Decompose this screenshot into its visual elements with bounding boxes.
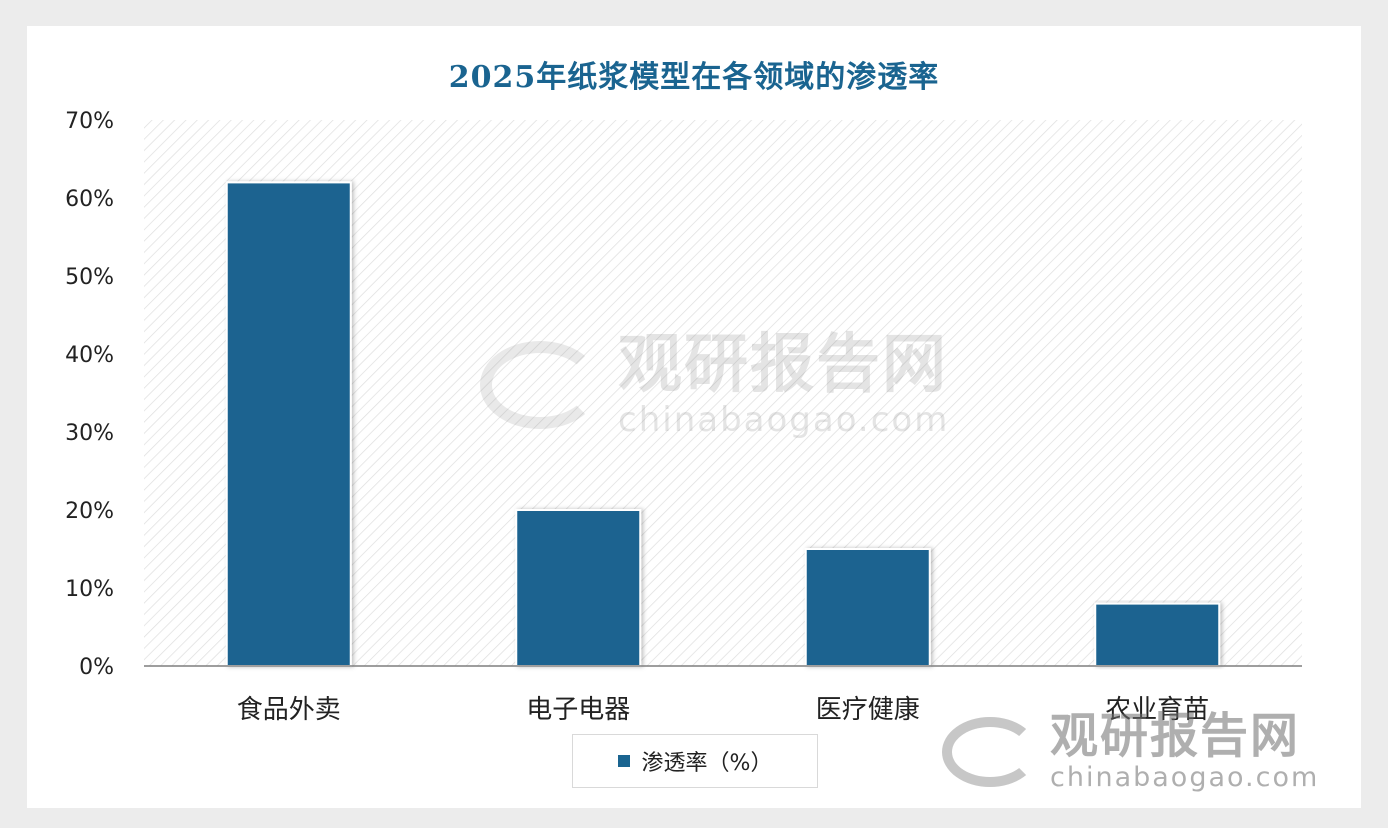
watermark-brand-cn: 观研报告网 bbox=[1050, 708, 1301, 764]
bar bbox=[225, 181, 352, 667]
watermark-brand-en: chinabaogao.com bbox=[618, 400, 950, 440]
bar bbox=[804, 548, 931, 667]
y-tick-label: 20% bbox=[65, 499, 114, 524]
y-tick-label: 50% bbox=[65, 265, 114, 290]
chart-title: 2025年纸浆模型在各领域的渗透率 bbox=[448, 60, 940, 95]
y-tick-label: 0% bbox=[79, 655, 114, 680]
y-tick-label: 10% bbox=[65, 577, 114, 602]
legend-label: 渗透率（%） bbox=[641, 751, 773, 776]
x-tick-label: 农业育苗 bbox=[1105, 695, 1209, 725]
swirl-logo-icon bbox=[942, 717, 1038, 787]
legend-swatch bbox=[617, 755, 630, 767]
center-watermark: 观研报告网 chinabaogao.com bbox=[480, 330, 949, 440]
y-tick-label: 30% bbox=[65, 421, 114, 446]
watermark-brand-cn: 观研报告网 bbox=[618, 328, 948, 402]
bar bbox=[1094, 602, 1221, 667]
chart-legend: 渗透率（%） bbox=[572, 734, 818, 788]
x-tick-label: 医疗健康 bbox=[816, 695, 920, 725]
y-tick-label: 70% bbox=[65, 109, 114, 134]
swirl-logo-icon bbox=[480, 341, 600, 429]
y-tick-label: 60% bbox=[65, 187, 114, 212]
y-tick-label: 40% bbox=[65, 343, 114, 368]
x-tick-label: 食品外卖 bbox=[237, 695, 341, 725]
watermark-brand-en: chinabaogao.com bbox=[1050, 762, 1320, 793]
corner-watermark: 观研报告网 chinabaogao.com bbox=[942, 710, 1319, 794]
bar bbox=[515, 509, 642, 667]
x-tick-label: 电子电器 bbox=[526, 695, 630, 725]
